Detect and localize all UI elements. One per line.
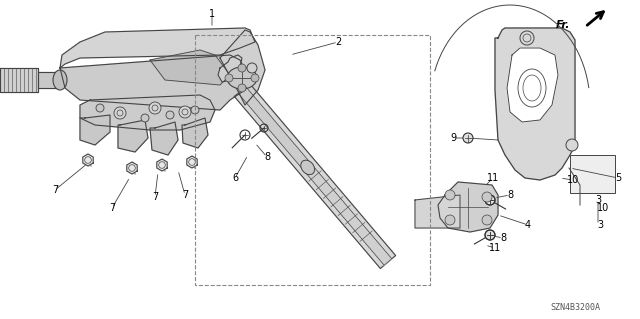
Polygon shape <box>60 55 245 110</box>
Circle shape <box>225 74 233 82</box>
Polygon shape <box>187 156 197 168</box>
Text: 3: 3 <box>595 195 601 205</box>
Text: 1: 1 <box>209 9 215 19</box>
Polygon shape <box>304 164 392 265</box>
Text: 10: 10 <box>597 203 609 213</box>
Text: 7: 7 <box>109 203 115 213</box>
Text: Fr.: Fr. <box>556 20 570 30</box>
Ellipse shape <box>301 160 315 174</box>
Circle shape <box>96 104 104 112</box>
Polygon shape <box>0 68 38 92</box>
Circle shape <box>247 63 257 73</box>
Text: 7: 7 <box>52 185 58 195</box>
Circle shape <box>166 111 174 119</box>
Polygon shape <box>495 28 575 180</box>
Polygon shape <box>218 55 242 82</box>
Polygon shape <box>60 28 255 68</box>
Text: 2: 2 <box>335 37 341 47</box>
Ellipse shape <box>518 69 546 107</box>
Circle shape <box>485 230 495 240</box>
Bar <box>195 35 430 285</box>
Polygon shape <box>38 72 58 88</box>
Polygon shape <box>507 48 558 122</box>
Polygon shape <box>182 118 208 148</box>
Text: 4: 4 <box>525 220 531 230</box>
Text: 7: 7 <box>152 192 158 202</box>
Circle shape <box>191 106 199 114</box>
Ellipse shape <box>53 70 67 90</box>
Circle shape <box>485 195 495 205</box>
Text: 8: 8 <box>500 233 506 243</box>
Circle shape <box>141 114 149 122</box>
Circle shape <box>566 139 578 151</box>
Text: 8: 8 <box>507 190 513 200</box>
Text: 6: 6 <box>232 173 238 183</box>
Polygon shape <box>150 50 230 85</box>
Polygon shape <box>118 120 148 152</box>
Polygon shape <box>83 154 93 166</box>
Circle shape <box>520 31 534 45</box>
Text: 5: 5 <box>615 173 621 183</box>
Circle shape <box>251 74 259 82</box>
Polygon shape <box>127 162 137 174</box>
Polygon shape <box>238 87 312 171</box>
Polygon shape <box>157 159 167 171</box>
Circle shape <box>114 107 126 119</box>
Circle shape <box>463 133 473 143</box>
Text: 7: 7 <box>182 190 188 200</box>
Text: 10: 10 <box>567 175 579 185</box>
Bar <box>570 155 615 193</box>
Circle shape <box>238 84 246 92</box>
Text: SZN4B3200A: SZN4B3200A <box>550 302 600 311</box>
Circle shape <box>482 192 492 202</box>
Text: 11: 11 <box>487 173 499 183</box>
Circle shape <box>445 215 455 225</box>
Circle shape <box>238 64 246 72</box>
Circle shape <box>149 102 161 114</box>
Circle shape <box>179 106 191 118</box>
Circle shape <box>445 190 455 200</box>
Polygon shape <box>438 182 498 232</box>
Polygon shape <box>234 84 396 269</box>
Polygon shape <box>415 195 460 228</box>
Circle shape <box>482 215 492 225</box>
Text: 3: 3 <box>597 220 603 230</box>
Text: 9: 9 <box>450 133 456 143</box>
Ellipse shape <box>227 67 257 89</box>
Polygon shape <box>80 95 215 130</box>
Text: 8: 8 <box>264 152 270 162</box>
Polygon shape <box>220 30 265 105</box>
Polygon shape <box>150 122 178 155</box>
Text: 11: 11 <box>489 243 501 253</box>
Polygon shape <box>80 115 110 145</box>
